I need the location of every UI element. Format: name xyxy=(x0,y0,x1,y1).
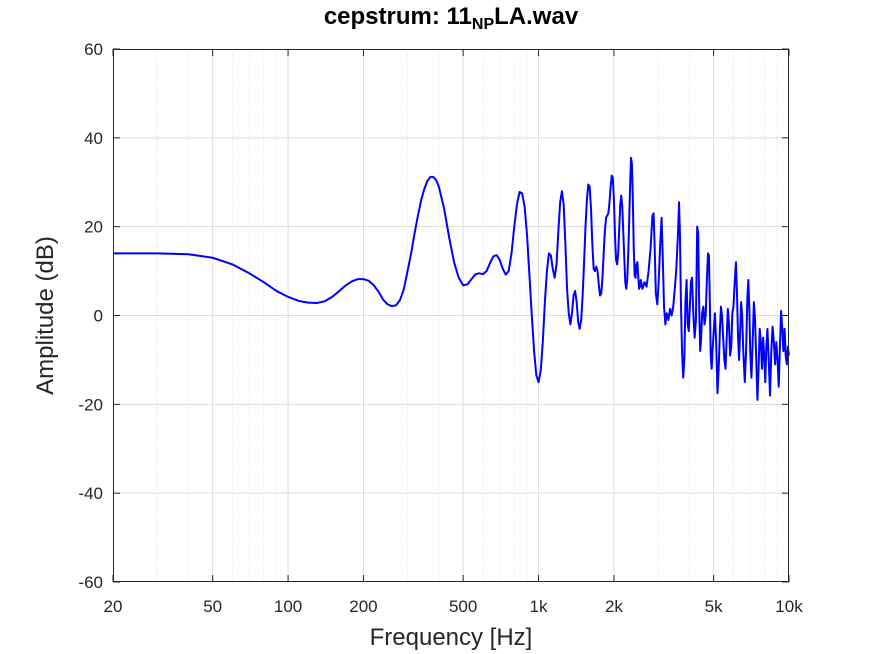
series-line xyxy=(113,156,790,401)
x-tick-label: 200 xyxy=(349,597,377,616)
x-tick-label: 500 xyxy=(449,597,477,616)
x-tick-label: 5k xyxy=(705,597,723,616)
series-layer xyxy=(113,156,790,401)
x-tick-label: 100 xyxy=(274,597,302,616)
y-tick-label: 20 xyxy=(84,218,103,237)
y-tick-label: -60 xyxy=(78,573,103,592)
chart-title-suffix: LA.wav xyxy=(494,3,579,30)
x-tick-label: 1k xyxy=(530,597,548,616)
y-axis-label: Amplitude (dB) xyxy=(32,236,59,395)
y-tick-label: -40 xyxy=(78,484,103,503)
x-tick-label: 2k xyxy=(605,597,623,616)
chart-title: cepstrum: 11NPLA.wav xyxy=(324,3,579,33)
chart-title-prefix: cepstrum: 11 xyxy=(324,3,472,30)
y-tick-labels: -60 -40 -20 0 20 40 60 xyxy=(78,40,103,592)
x-axis-label: Frequency [Hz] xyxy=(370,624,533,651)
x-tick-label: 10k xyxy=(775,597,803,616)
y-tick-label: 40 xyxy=(84,129,103,148)
x-tick-label: 20 xyxy=(104,597,123,616)
major-grid xyxy=(113,49,789,582)
y-tick-label: 0 xyxy=(94,307,103,326)
y-tick-label: -20 xyxy=(78,395,103,414)
tick-marks xyxy=(112,48,790,583)
x-tick-label: 50 xyxy=(203,597,222,616)
x-tick-labels: 20 50 100 200 500 1k 2k 5k 10k xyxy=(104,597,804,616)
chart-title-subscript: NP xyxy=(472,16,495,33)
y-tick-label: 60 xyxy=(84,40,103,59)
